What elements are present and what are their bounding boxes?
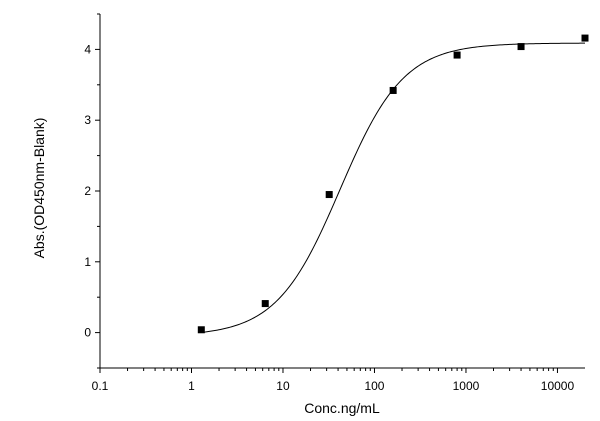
- x-tick-label: 100: [364, 379, 384, 393]
- data-point-marker: [517, 43, 525, 51]
- data-point-marker: [197, 326, 205, 334]
- y-tick-label: 3: [84, 113, 91, 127]
- fit-curve-line: [201, 42, 586, 333]
- y-axis-title: Abs.(OD450nm-Blank): [31, 118, 47, 259]
- y-tick-label: 2: [84, 184, 91, 198]
- y-tick-label: 0: [84, 326, 91, 340]
- data-point-marker: [453, 51, 461, 59]
- x-tick-label: 1: [188, 379, 195, 393]
- x-tick-label: 0.1: [92, 379, 109, 393]
- x-axis-title: Conc.ng/mL: [304, 400, 380, 416]
- data-points: [197, 34, 589, 334]
- y-axis-ticks: 0 1 2 3 4: [84, 13, 100, 369]
- y-tick-label: 4: [84, 42, 91, 56]
- x-tick-label: 10000: [541, 379, 575, 393]
- data-point-marker: [261, 300, 269, 308]
- x-axis-ticks: 0.1 1 10 100 1000 10000: [92, 368, 575, 393]
- x-tick-label: 10: [276, 379, 290, 393]
- plot-area: 0.1 1 10 100 1000 10000 0 1 2 3 4: [84, 13, 589, 393]
- data-point-marker: [325, 191, 333, 199]
- data-point-marker: [389, 86, 397, 94]
- data-point-marker: [581, 34, 589, 42]
- x-tick-label: 1000: [453, 379, 480, 393]
- y-tick-label: 1: [84, 255, 91, 269]
